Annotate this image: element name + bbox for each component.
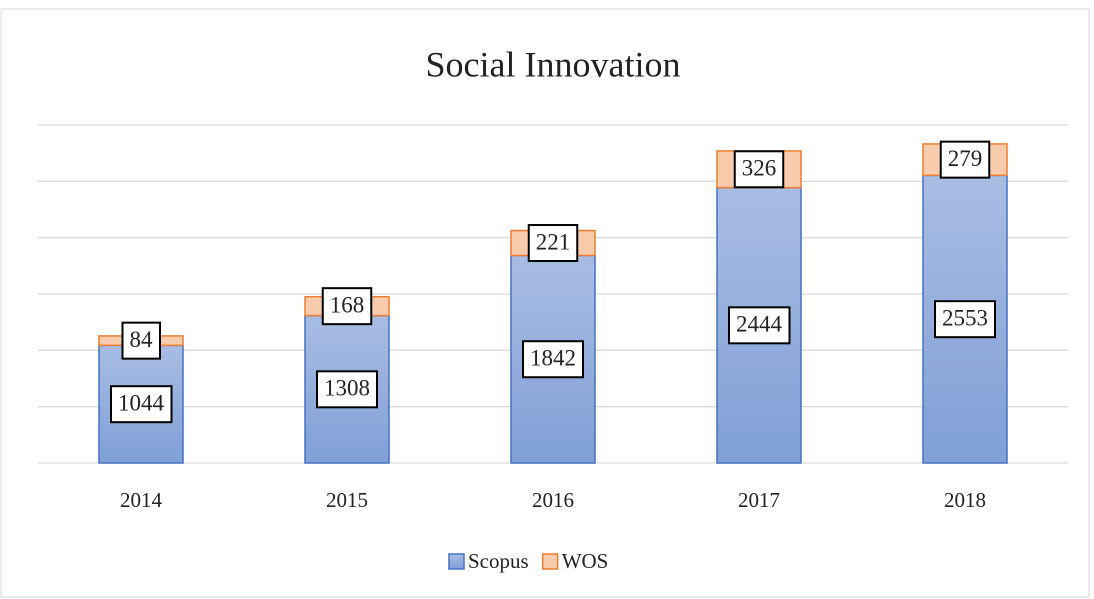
data-label: 2444 — [736, 312, 783, 337]
chart-title: Social Innovation — [426, 44, 681, 84]
x-tick-label: 2016 — [532, 488, 574, 512]
legend-label: WOS — [562, 549, 609, 573]
x-tick-label: 2015 — [326, 488, 368, 512]
data-label-box — [321, 287, 373, 326]
legend-swatch — [541, 553, 559, 570]
data-label-box — [316, 370, 378, 409]
data-label: 221 — [536, 229, 571, 254]
data-label: 279 — [948, 146, 983, 171]
data-label-box — [110, 385, 173, 424]
data-label-box — [934, 300, 996, 339]
data-label-box — [527, 224, 579, 263]
data-label-box — [121, 321, 161, 360]
data-label: 84 — [130, 327, 154, 352]
data-label-box — [939, 140, 991, 179]
data-label: 1842 — [530, 346, 576, 371]
data-label: 168 — [330, 292, 365, 317]
data-label: 326 — [742, 156, 777, 181]
data-label: 2553 — [942, 305, 988, 330]
legend-label: Scopus — [468, 549, 529, 573]
data-label-box — [728, 306, 791, 345]
x-tick-label: 2014 — [120, 488, 163, 512]
x-tick-label: 2017 — [738, 488, 780, 512]
x-tick-label: 2018 — [944, 488, 986, 512]
data-label: 1308 — [324, 376, 370, 401]
data-label: 1044 — [118, 390, 165, 415]
legend-swatch — [448, 553, 465, 570]
data-label-box — [733, 150, 785, 189]
data-label-box — [522, 340, 584, 379]
